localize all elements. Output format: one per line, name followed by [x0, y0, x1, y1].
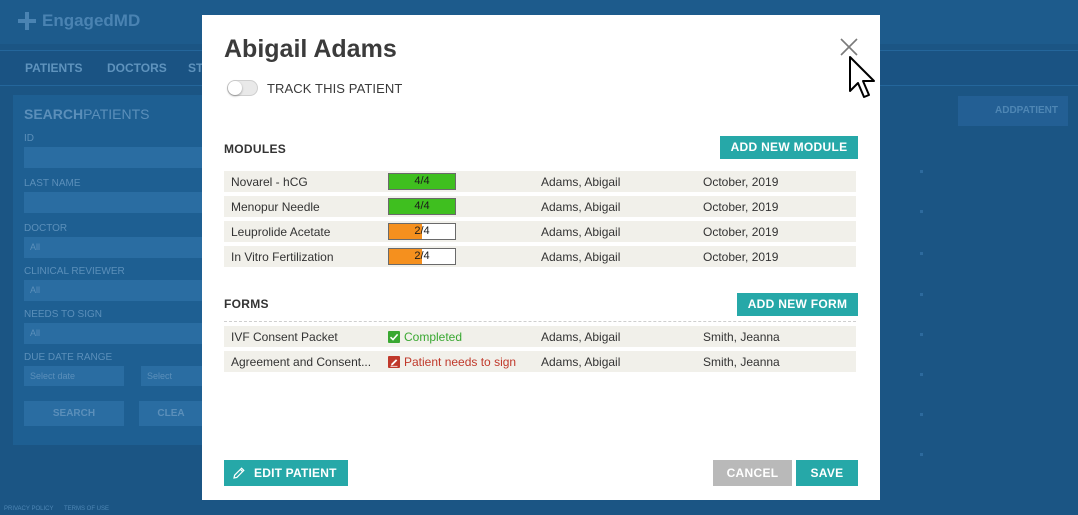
module-patient: Adams, Abigail: [541, 250, 621, 264]
check-icon: [388, 331, 400, 343]
list-marker: [920, 333, 923, 336]
progress-text: 4/4: [414, 200, 430, 212]
module-name: In Vitro Fertilization: [231, 250, 334, 264]
module-date: October, 2019: [703, 200, 779, 214]
module-patient: Adams, Abigail: [541, 175, 621, 189]
module-row[interactable]: Leuprolide Acetate 2/4 Adams, Abigail Octob…: [224, 221, 856, 242]
form-name: Agreement and Consent...: [231, 355, 372, 369]
progress-text: 4/4: [414, 175, 430, 187]
track-patient-toggle[interactable]: [227, 80, 258, 96]
privacy-policy-link[interactable]: PRIVACY POLICY: [4, 506, 54, 512]
form-reviewer: Smith, Jeanna: [703, 330, 780, 344]
progress-text: 2/4: [414, 225, 430, 237]
progress-fill: [389, 249, 422, 264]
progress-fill: [389, 199, 455, 214]
terms-of-use-link[interactable]: TERMS OF USE: [64, 506, 110, 512]
track-patient-label: TRACK THIS PATIENT: [267, 81, 403, 96]
form-patient: Adams, Abigail: [541, 330, 621, 344]
form-status-label: Patient needs to sign: [404, 355, 517, 369]
patient-modal: Abigail Adams TRACK THIS PATIENT MODULES…: [202, 15, 880, 500]
progress-fill: [389, 224, 422, 239]
module-name: Leuprolide Acetate: [231, 225, 331, 239]
forms-divider: [224, 321, 856, 322]
form-reviewer: Smith, Jeanna: [703, 355, 780, 369]
add-patient-button[interactable]: ADDPATIENT: [958, 96, 1068, 126]
needs-to-sign-select[interactable]: All: [24, 323, 213, 344]
progress-fill: [389, 174, 455, 189]
list-marker: [920, 453, 923, 456]
form-status: Completed: [388, 330, 462, 344]
list-marker: [920, 413, 923, 416]
nav-tab-doctors[interactable]: DOCTORS: [107, 61, 167, 75]
date-from-input[interactable]: Select date: [24, 366, 124, 386]
cancel-button[interactable]: CANCEL: [713, 460, 792, 486]
module-row[interactable]: Menopur Needle 4/4 Adams, Abigail October, …: [224, 196, 856, 217]
progress-text: 2/4: [414, 250, 430, 262]
module-date: October, 2019: [703, 175, 779, 189]
module-name: Novarel - hCG: [231, 175, 308, 189]
edit-patient-label: EDIT PATIENT: [254, 466, 337, 480]
doctor-label: DOCTOR: [24, 223, 68, 234]
nav-tab-patients[interactable]: PATIENTS: [25, 61, 83, 75]
module-patient: Adams, Abigail: [541, 225, 621, 239]
clinical-reviewer-label: CLINICAL REVIEWER: [24, 266, 125, 277]
list-marker: [920, 373, 923, 376]
logo-text: EngagedMD: [42, 11, 141, 30]
last-name-input[interactable]: [24, 192, 213, 213]
add-new-module-button[interactable]: ADD NEW MODULE: [720, 136, 858, 159]
form-status-label: Completed: [404, 330, 463, 344]
search-panel: SEARCHPATIENTS ID LAST NAME DOCTOR All C…: [13, 95, 213, 445]
clear-button[interactable]: CLEA: [139, 401, 203, 426]
edit-patient-button[interactable]: EDIT PATIENT: [224, 460, 348, 486]
forms-title: FORMS: [224, 297, 269, 311]
search-button[interactable]: SEARCH: [24, 401, 124, 426]
form-name: IVF Consent Packet: [231, 330, 338, 344]
search-title: SEARCHPATIENTS: [24, 106, 150, 122]
form-status: Patient needs to sign: [388, 355, 516, 369]
modules-title: MODULES: [224, 142, 287, 156]
logo: EngagedMD: [18, 11, 140, 31]
module-row[interactable]: In Vitro Fertilization 2/4 Adams, Abigail O…: [224, 246, 856, 267]
form-patient: Adams, Abigail: [541, 355, 621, 369]
close-icon[interactable]: [840, 38, 858, 56]
toggle-knob: [228, 81, 242, 95]
list-marker: [920, 293, 923, 296]
module-date: October, 2019: [703, 250, 779, 264]
form-row[interactable]: IVF Consent Packet Completed Adams, Abigai…: [224, 326, 856, 347]
doctor-select[interactable]: All: [24, 237, 213, 258]
modal-title: Abigail Adams: [224, 35, 397, 63]
needs-to-sign-label: NEEDS TO SIGN: [24, 309, 102, 320]
module-progress-bar: 4/4: [388, 198, 456, 215]
date-to-input[interactable]: Select: [141, 366, 203, 386]
module-row[interactable]: Novarel - hCG 4/4 Adams, Abigail October, 2…: [224, 171, 856, 192]
logo-icon: [18, 12, 36, 30]
save-button[interactable]: SAVE: [796, 460, 858, 486]
module-progress-bar: 4/4: [388, 173, 456, 190]
list-marker: [920, 170, 923, 173]
last-name-label: LAST NAME: [24, 178, 81, 189]
id-label: ID: [24, 133, 34, 144]
module-name: Menopur Needle: [231, 200, 320, 214]
add-new-form-button[interactable]: ADD NEW FORM: [737, 293, 858, 316]
module-progress-bar: 2/4: [388, 223, 456, 240]
list-marker: [920, 210, 923, 213]
module-patient: Adams, Abigail: [541, 200, 621, 214]
clinical-reviewer-select[interactable]: All: [24, 280, 213, 301]
due-date-range-label: DUE DATE RANGE: [24, 352, 113, 363]
form-row[interactable]: Agreement and Consent... Patient needs to…: [224, 351, 856, 372]
sign-icon: [388, 356, 400, 368]
list-marker: [920, 252, 923, 255]
id-input[interactable]: [24, 147, 213, 168]
module-progress-bar: 2/4: [388, 248, 456, 265]
nav-tab-partial[interactable]: ST: [188, 61, 204, 75]
pencil-icon: [233, 467, 245, 479]
module-date: October, 2019: [703, 225, 779, 239]
